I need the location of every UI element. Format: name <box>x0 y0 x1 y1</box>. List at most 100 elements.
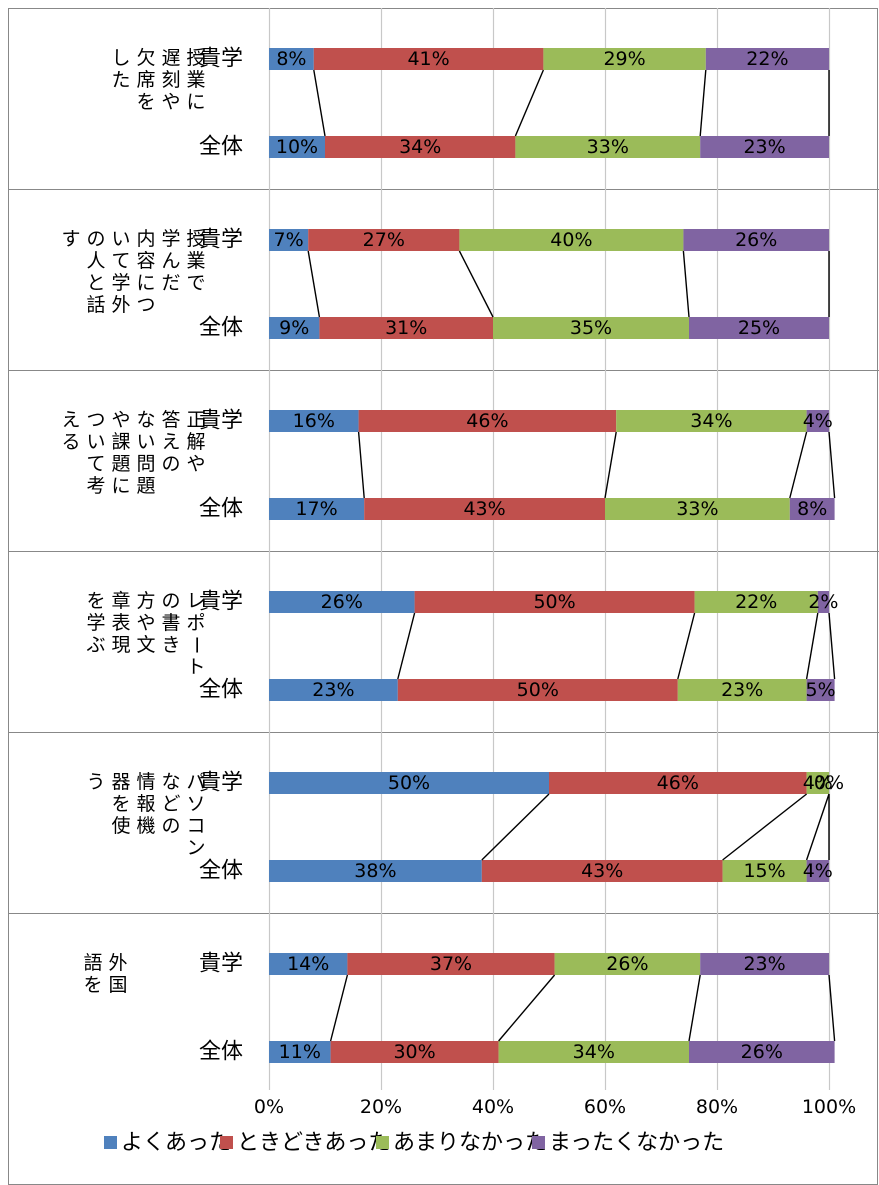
question-char: パ <box>186 771 205 793</box>
data-label: 27% <box>363 229 405 251</box>
data-label: 26% <box>606 953 648 975</box>
bar-segment <box>498 1041 689 1063</box>
bar-segment <box>364 498 605 520</box>
question-char: 遅 <box>161 47 180 69</box>
row-label: 全体 <box>199 135 243 160</box>
question-char: ン <box>186 837 205 859</box>
series-connector <box>828 431 836 499</box>
data-label: 38% <box>354 860 396 882</box>
x-tick-label: 100% <box>802 1096 856 1118</box>
question-char: き <box>161 634 180 656</box>
question-char: い <box>86 431 105 453</box>
bar-segment <box>683 229 829 251</box>
data-label: 16% <box>293 410 335 432</box>
data-label: 4% <box>803 860 833 882</box>
question-char: の <box>161 590 180 612</box>
x-tick-label: 40% <box>472 1096 514 1118</box>
question-char: レ <box>186 590 205 612</box>
data-label: 26% <box>735 229 777 251</box>
question-char: 外 <box>108 952 127 974</box>
data-label: 35% <box>570 317 612 339</box>
series-connector <box>307 250 321 318</box>
bar-segment <box>481 860 723 882</box>
bar-segment <box>705 48 829 70</box>
question-char: で <box>186 272 205 294</box>
bar-segment <box>459 229 684 251</box>
question-char: や <box>161 91 180 113</box>
question-char: 席 <box>136 69 155 91</box>
data-label: 46% <box>657 772 699 794</box>
data-label: 23% <box>312 679 354 701</box>
question-char: 解 <box>186 431 205 453</box>
question-char: 授 <box>186 47 205 69</box>
series-connector <box>357 431 365 499</box>
legend: よくあった ときどきあった あまりなかった まったくなかった <box>104 1131 724 1156</box>
question-char: 語 <box>83 952 102 974</box>
series-connector <box>397 612 416 680</box>
data-label: 26% <box>321 591 363 613</box>
question-char: 報 <box>136 793 155 815</box>
question-char: 題 <box>136 475 155 497</box>
series-connector <box>677 612 696 680</box>
series-connector <box>805 793 830 861</box>
bar-segment <box>325 136 516 158</box>
data-label: 10% <box>276 136 318 158</box>
data-label: 34% <box>573 1041 615 1063</box>
question-char: い <box>136 431 155 453</box>
data-label: 17% <box>295 498 337 520</box>
bar-segment <box>789 498 835 520</box>
data-label: 33% <box>587 136 629 158</box>
series-connector <box>481 793 550 861</box>
question-char: 機 <box>136 815 155 837</box>
question-char: な <box>161 771 180 793</box>
question-char: つ <box>136 294 155 316</box>
question-char: の <box>86 228 105 250</box>
bar-segment <box>806 860 829 882</box>
bar-segment <box>806 772 829 794</box>
question-char: 学 <box>86 612 105 634</box>
question-char: 欠 <box>136 47 155 69</box>
data-label: 25% <box>738 317 780 339</box>
question-char: 業 <box>186 69 205 91</box>
question-char: や <box>186 453 205 475</box>
bar-segment <box>549 772 807 794</box>
data-label: 15% <box>743 860 785 882</box>
question-char: ん <box>161 250 180 272</box>
bar-segment <box>689 317 829 339</box>
question-char: 学 <box>111 272 130 294</box>
question-char: 文 <box>136 634 155 656</box>
data-label: 11% <box>279 1041 321 1063</box>
bar-segment <box>319 317 493 339</box>
data-label: 4% <box>803 410 833 432</box>
question-char: い <box>111 228 130 250</box>
data-label: 37% <box>430 953 472 975</box>
legend-label: あまりなかった <box>393 1131 547 1156</box>
data-label: 50% <box>517 679 559 701</box>
question-char: や <box>136 612 155 634</box>
question-char: 課 <box>111 431 130 453</box>
bar-segment <box>722 860 807 882</box>
x-tick-label: 60% <box>584 1096 626 1118</box>
bar-segment <box>269 229 309 251</box>
x-tick-label: 20% <box>360 1096 402 1118</box>
data-label: 9% <box>279 317 309 339</box>
bar-segment <box>554 953 701 975</box>
data-label: 43% <box>581 860 623 882</box>
data-label: 29% <box>603 48 645 70</box>
row-label: 貴学 <box>199 47 243 72</box>
series-connector <box>828 974 836 1042</box>
bar-segment <box>308 229 460 251</box>
bar-segment <box>269 860 482 882</box>
data-label: 30% <box>393 1041 435 1063</box>
bar-segment <box>330 1041 499 1063</box>
question-char: る <box>61 431 80 453</box>
data-label: 50% <box>533 591 575 613</box>
data-label: 40% <box>550 229 592 251</box>
question-char: な <box>136 409 155 431</box>
row-label: 全体 <box>199 859 243 884</box>
question-char: に <box>186 91 205 113</box>
bar-segment <box>414 591 695 613</box>
bars <box>269 48 835 1063</box>
question-char: 人 <box>86 250 105 272</box>
bar-segment <box>358 410 617 432</box>
